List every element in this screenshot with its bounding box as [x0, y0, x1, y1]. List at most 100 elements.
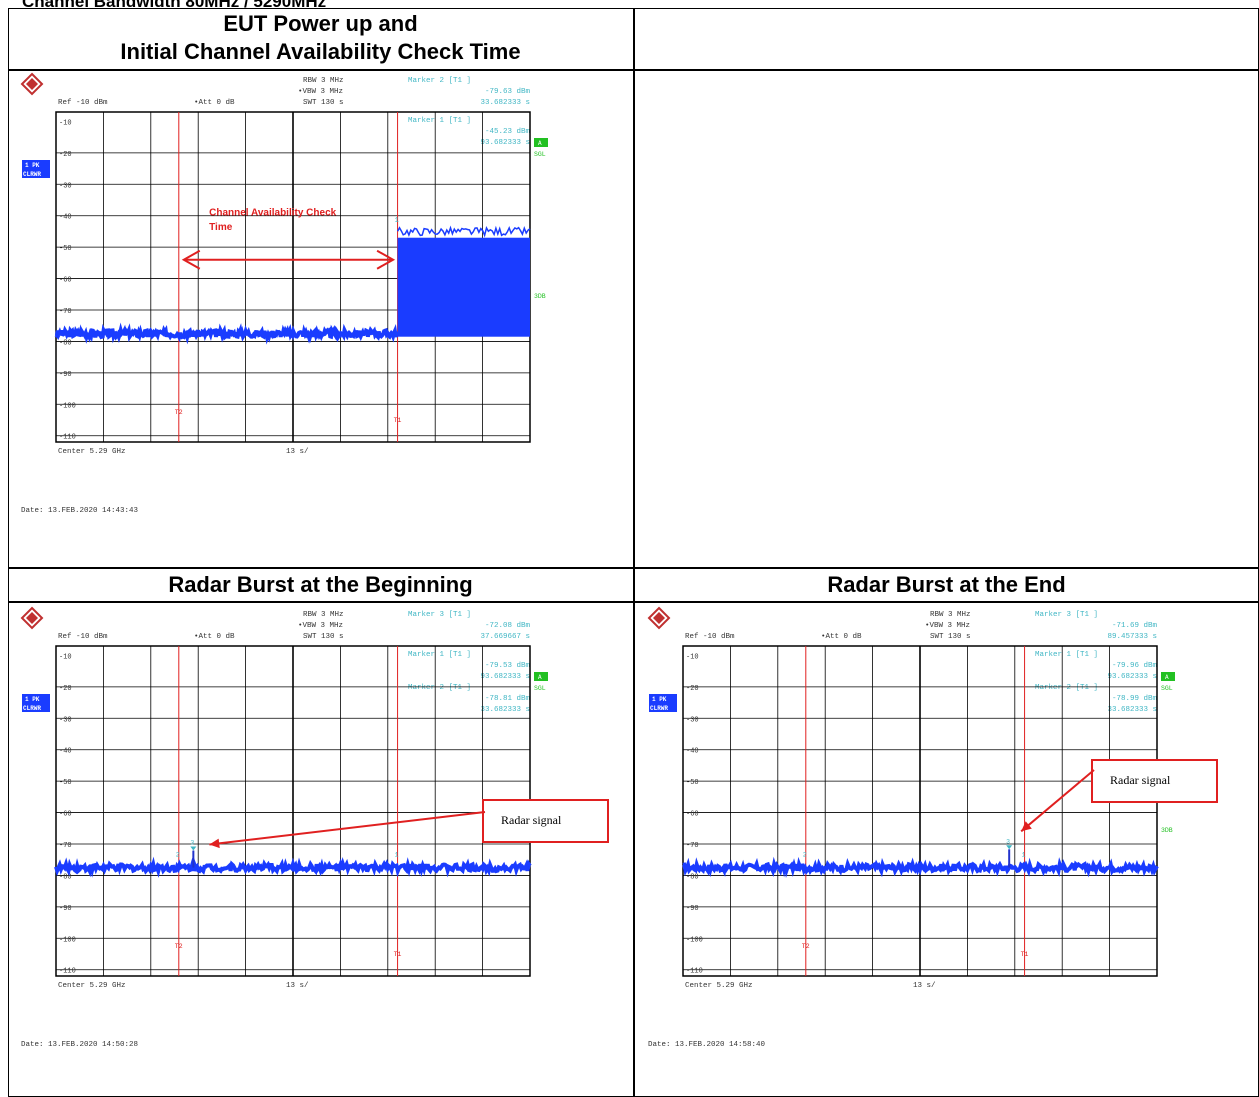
trace-pk-label: 1 PK [25, 696, 40, 703]
rbw-label: RBW 3 MHz [303, 611, 344, 619]
y-tick-label: -20 [686, 685, 699, 693]
ref-level-label: Ref -10 dBm [58, 99, 108, 107]
trace-mode-badge [22, 160, 50, 178]
status-a-label: A [1165, 674, 1169, 681]
time-line-label: T1 [394, 951, 402, 958]
spectrum-plot-radar-beginning: RBW 3 MHz •VBW 3 MHz SWT 130 s Ref -10 dBm •… [20, 606, 609, 1049]
cac-annotation-line2: Time [209, 222, 233, 233]
y-tick-label: -80 [59, 873, 72, 881]
y-tick-label: -60 [686, 811, 699, 819]
marker-readout-time: 93.682333 s [480, 139, 530, 147]
status-3db-label: 3DB [534, 293, 546, 300]
marker-readout-level: -79.63 dBm [485, 88, 531, 96]
status-a-badge [534, 138, 548, 147]
marker-1-label: 1 [395, 217, 399, 225]
table-row-divider [8, 567, 1259, 569]
marker-readout-title: Marker 1 [T1 ] [1035, 651, 1098, 659]
marker-readout-level: -78.99 dBm [1112, 695, 1158, 703]
transmission-top-trace [396, 225, 531, 238]
radar-callout-box [482, 799, 609, 843]
y-tick-label: -60 [59, 277, 72, 285]
marker-readout-level: -79.96 dBm [1112, 662, 1158, 670]
trace-pk-label: 1 PK [652, 696, 667, 703]
marker-1-label: 1 [1022, 852, 1026, 859]
status-3db-label: 3DB [1161, 827, 1173, 834]
center-frequency-label: Center 5.29 GHz [58, 448, 126, 456]
status-sgl-label: SGL [534, 151, 546, 158]
status-a-badge [534, 672, 548, 681]
time-line-label: T2 [175, 409, 183, 416]
marker-readout-level: -78.81 dBm [485, 695, 531, 703]
radar-callout-label: Radar signal [501, 813, 562, 827]
rs-logo-icon [20, 72, 44, 96]
radar-callout-arrow-head [209, 838, 220, 849]
noise-floor-trace [54, 856, 532, 878]
span-label: 13 s/ [913, 982, 936, 990]
time-line-label: T2 [175, 943, 183, 950]
marker-readout-title: Marker 3 [T1 ] [1035, 611, 1098, 619]
rs-logo-inner-icon [653, 612, 665, 624]
noise-floor-trace [682, 856, 1159, 878]
marker-readout-level: -72.08 dBm [485, 622, 531, 630]
marker-readout-title: Marker 2 [T1 ] [408, 684, 471, 692]
cell-title-radar-beginning: Radar Burst at the Beginning [168, 572, 473, 597]
spectrum-plot-cac: RBW 3 MHz •VBW 3 MHz SWT 130 s Ref -10 dBm •… [20, 72, 548, 515]
time-line-label: T1 [1021, 951, 1029, 958]
radar-callout-arrow-head [1021, 821, 1032, 832]
time-line-label: T2 [802, 943, 810, 950]
cell-title-line2: Initial Channel Availability Check Time [120, 39, 521, 64]
status-a-label: A [538, 140, 542, 147]
marker-1-label: 1 [395, 852, 399, 859]
transmission-region [397, 237, 530, 337]
marker-readout-time: 33.682333 s [1107, 706, 1157, 714]
trace-clrwr-label: CLRWR [650, 705, 668, 712]
marker-readout-title: Marker 1 [T1 ] [408, 117, 471, 125]
y-tick-label: -110 [686, 968, 703, 976]
y-tick-label: -40 [686, 748, 699, 756]
cell-title-power-up: EUT Power up and Initial Channel Availab… [8, 10, 633, 66]
y-tick-label: -60 [59, 811, 72, 819]
marker-readout-level: -79.53 dBm [485, 662, 531, 670]
y-tick-label: -100 [59, 936, 76, 944]
y-tick-label: -50 [59, 245, 72, 253]
attenuation-label: •Att 0 dB [194, 99, 235, 107]
span-label: 13 s/ [286, 448, 309, 456]
marker-3-label: 3 [1006, 838, 1010, 845]
y-tick-label: -30 [686, 716, 699, 724]
y-tick-label: -80 [686, 873, 699, 881]
rs-logo-icon [20, 606, 44, 630]
cac-arrow-left-head [181, 249, 201, 270]
swt-label: SWT 130 s [930, 633, 971, 641]
vbw-label: •VBW 3 MHz [298, 622, 343, 630]
time-line-label: T1 [394, 417, 402, 424]
y-tick-label: -70 [59, 308, 72, 316]
radar-callout-box [1091, 759, 1218, 803]
marker-readout-level: -71.69 dBm [1112, 622, 1158, 630]
y-tick-label: -10 [59, 653, 72, 661]
y-tick-label: -70 [59, 842, 72, 850]
radar-callout-label: Radar signal [1110, 773, 1171, 787]
span-label: 13 s/ [286, 982, 309, 990]
spectrum-plot-radar-end: RBW 3 MHz •VBW 3 MHz SWT 130 s Ref -10 dBm •… [647, 606, 1218, 1049]
marker-readout-title: Marker 2 [T1 ] [1035, 684, 1098, 692]
capture-date-label: Date: 13.FEB.2020 14:50:28 [21, 1041, 138, 1049]
page-header: Channel Bandwidth 80MHz / 5290MHz [22, 0, 327, 11]
y-tick-label: -40 [59, 748, 72, 756]
swt-label: SWT 130 s [303, 633, 344, 641]
y-tick-label: -110 [59, 434, 76, 442]
trace-pk-label: 1 PK [25, 162, 40, 169]
trace-clrwr-label: CLRWR [23, 705, 41, 712]
noise-floor-trace [54, 322, 400, 345]
y-tick-label: -30 [59, 716, 72, 724]
y-tick-label: -30 [59, 182, 72, 190]
table-column-divider [633, 8, 635, 1097]
y-tick-label: -100 [686, 936, 703, 944]
y-tick-label: -10 [59, 119, 72, 127]
y-tick-label: -110 [59, 968, 76, 976]
marker-readout-title: Marker 3 [T1 ] [408, 611, 471, 619]
marker-readout-time: 93.682333 s [1107, 673, 1157, 681]
trace-mode-badge [22, 694, 50, 712]
center-frequency-label: Center 5.29 GHz [685, 982, 753, 990]
status-a-badge [1161, 672, 1175, 681]
table-row-divider [8, 69, 1259, 71]
